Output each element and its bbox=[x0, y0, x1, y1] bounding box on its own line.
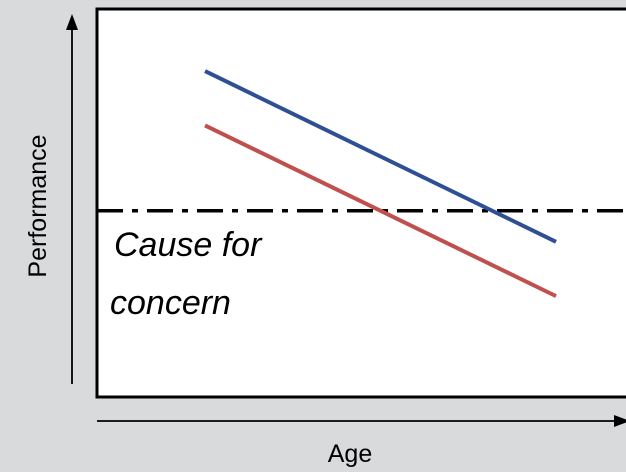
x-axis-arrow bbox=[97, 415, 626, 427]
x-axis-label: Age bbox=[328, 440, 372, 468]
annotation-line-1: Cause for bbox=[114, 226, 263, 264]
y-axis-label: Performance bbox=[24, 134, 52, 277]
series-line-blue bbox=[204, 69, 557, 244]
annotation-line-2: concern bbox=[110, 284, 231, 322]
series-line-red bbox=[204, 123, 557, 298]
y-axis-arrow bbox=[66, 14, 78, 384]
